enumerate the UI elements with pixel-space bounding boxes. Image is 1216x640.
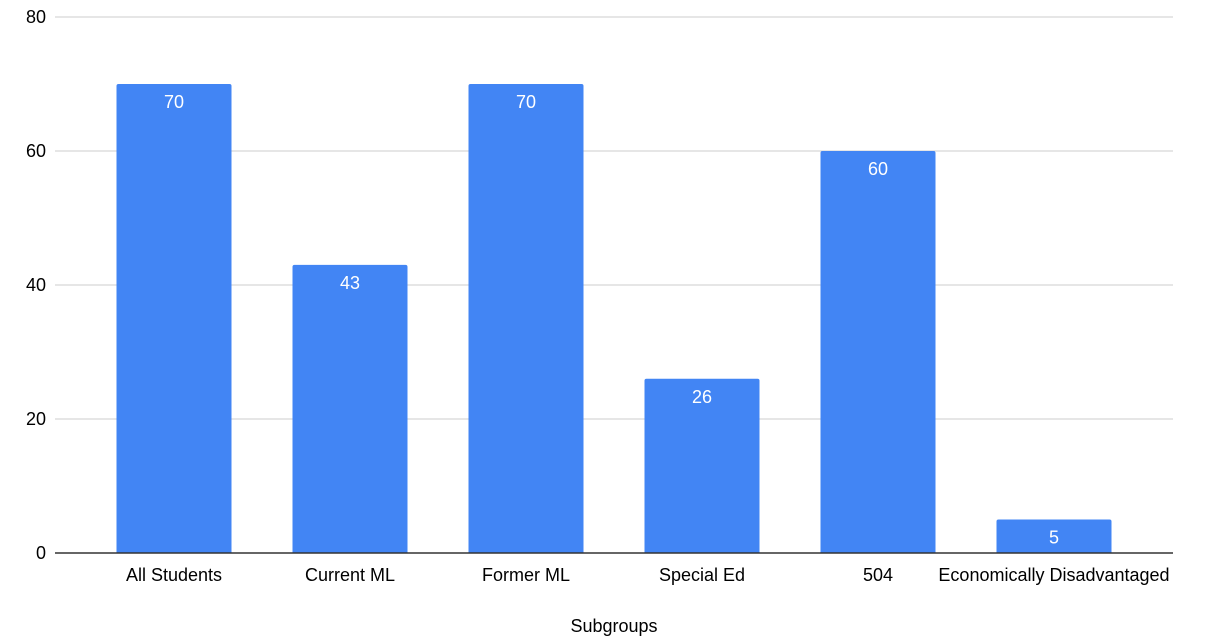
y-tick-label: 20 (26, 409, 46, 429)
bar-data-label: 5 (1049, 528, 1059, 548)
x-tick-label: All Students (126, 565, 222, 585)
bar (644, 378, 760, 553)
x-tick-label: Former ML (482, 565, 570, 585)
bar-data-label: 70 (516, 92, 536, 112)
bar (820, 151, 936, 553)
x-tick-label: Economically Disadvantaged (938, 565, 1169, 585)
bar-data-label: 70 (164, 92, 184, 112)
bar-data-label: 43 (340, 273, 360, 293)
bar-data-label: 26 (692, 387, 712, 407)
bars (116, 84, 1112, 553)
bar (292, 264, 408, 553)
gridlines (55, 16, 1173, 420)
y-tick-label: 80 (26, 7, 46, 27)
bar (116, 84, 232, 553)
x-tick-label: 504 (863, 565, 893, 585)
bar-data-label: 60 (868, 159, 888, 179)
bar (468, 84, 584, 553)
x-axis-title: Subgroups (570, 616, 657, 636)
x-tick-label: Current ML (305, 565, 395, 585)
y-tick-label: 0 (36, 543, 46, 563)
bar-data-labels: 70 43 70 26 60 5 (164, 92, 1059, 548)
y-tick-label: 40 (26, 275, 46, 295)
bar (996, 519, 1112, 553)
x-tick-label: Special Ed (659, 565, 745, 585)
y-axis-ticks: 0 20 40 60 80 (26, 7, 46, 563)
y-tick-label: 60 (26, 141, 46, 161)
x-axis-ticks: All Students Current ML Former ML Special E… (126, 565, 1170, 585)
